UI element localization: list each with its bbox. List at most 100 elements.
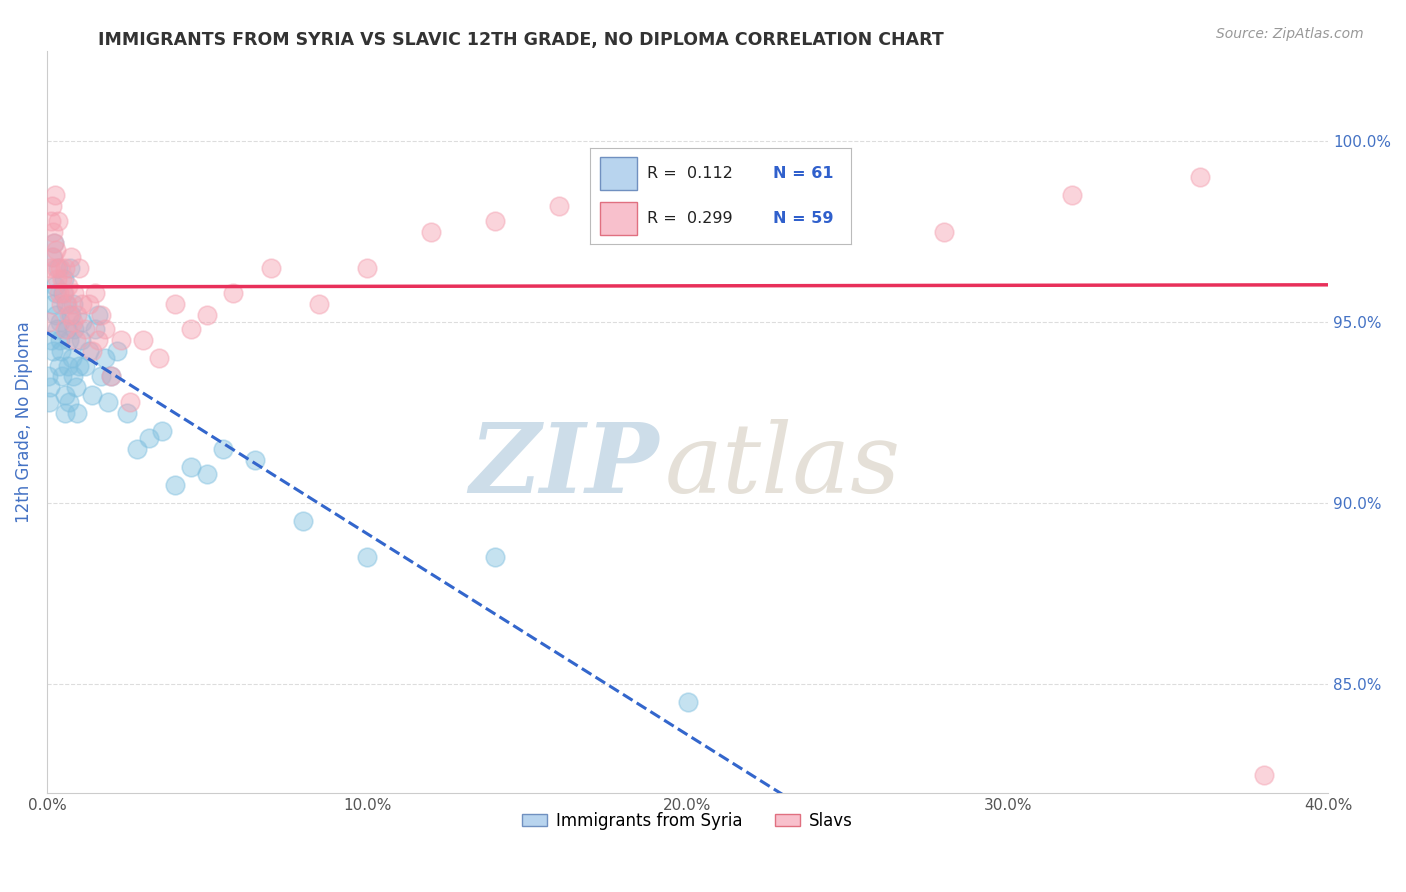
Point (804, 153, 827, 167)
Point (37, 369, 59, 384)
Point (356, 550, 378, 565)
Point (52, 286, 75, 301)
Point (55, 297, 77, 311)
Point (260, 260, 283, 275)
Point (80, 387, 103, 401)
Point (163, 297, 186, 311)
Point (42, 250, 65, 264)
Text: Source: ZipAtlas.com: Source: ZipAtlas.com (1216, 27, 1364, 41)
Point (195, 308, 218, 322)
Text: ZIP: ZIP (470, 419, 659, 513)
Point (84, 322, 107, 336)
Point (56, 359, 79, 373)
Point (46, 322, 69, 336)
Point (75, 322, 97, 336)
Point (548, 199, 571, 213)
Point (308, 297, 330, 311)
Point (150, 424, 173, 438)
Point (132, 333, 155, 347)
Point (41, 199, 63, 213)
Point (90, 308, 112, 322)
Point (77, 297, 100, 311)
Point (55, 406, 77, 420)
Point (58, 333, 80, 347)
Point (48, 359, 70, 373)
Point (42, 235, 65, 250)
Point (66, 308, 89, 322)
Point (195, 467, 218, 482)
Text: atlas: atlas (665, 419, 901, 513)
Point (87, 333, 110, 347)
Point (49, 315, 72, 329)
Point (120, 394, 142, 409)
Point (38, 315, 60, 329)
Point (60, 351, 83, 366)
Point (51, 344, 73, 359)
Point (100, 369, 122, 384)
Point (292, 514, 315, 528)
Text: R =  0.299: R = 0.299 (647, 211, 733, 226)
Point (48, 333, 70, 347)
Point (105, 344, 128, 359)
Point (52, 271, 75, 285)
Point (56, 279, 79, 293)
Point (42, 297, 65, 311)
Point (243, 452, 266, 467)
FancyBboxPatch shape (600, 202, 637, 235)
Point (38, 394, 60, 409)
Point (46, 260, 69, 275)
Point (44, 279, 66, 293)
Point (1188, 170, 1211, 185)
Text: IMMIGRANTS FROM SYRIA VS SLAVIC 12TH GRADE, NO DIPLOMA CORRELATION CHART: IMMIGRANTS FROM SYRIA VS SLAVIC 12TH GRA… (98, 31, 945, 49)
Point (612, 188, 634, 202)
Point (69, 333, 91, 347)
Point (52, 286, 75, 301)
Point (44, 188, 66, 202)
Point (180, 322, 202, 336)
Point (70, 315, 93, 329)
Point (1060, 188, 1083, 202)
Point (45, 286, 67, 301)
Point (39, 214, 62, 228)
Point (45, 260, 67, 275)
Point (93, 351, 115, 366)
Point (59, 308, 82, 322)
Point (55, 322, 77, 336)
Point (39, 260, 62, 275)
Point (63, 322, 86, 336)
Point (163, 478, 186, 492)
Point (59, 250, 82, 264)
Point (51, 271, 73, 285)
Point (212, 442, 235, 456)
Point (39, 333, 62, 347)
Legend: Immigrants from Syria, Slavs: Immigrants from Syria, Slavs (516, 805, 859, 837)
Point (75, 359, 97, 373)
Point (41, 344, 63, 359)
Point (63, 286, 86, 301)
Point (67, 359, 90, 373)
Point (1253, 767, 1275, 781)
Point (53, 260, 76, 275)
Point (80, 344, 103, 359)
Point (62, 297, 84, 311)
Point (39, 380, 62, 394)
Point (87, 308, 110, 322)
Point (58, 394, 80, 409)
Point (62, 315, 84, 329)
Point (49, 260, 72, 275)
Point (65, 333, 87, 347)
Point (77, 344, 100, 359)
Point (932, 225, 955, 239)
Point (180, 459, 202, 474)
Point (65, 380, 87, 394)
Point (55, 297, 77, 311)
Point (110, 333, 132, 347)
Point (53, 387, 76, 401)
Point (676, 163, 699, 178)
Point (45, 308, 67, 322)
Point (115, 406, 138, 420)
Point (84, 286, 107, 301)
Point (221, 286, 243, 301)
Point (58, 308, 80, 322)
Point (46, 271, 69, 285)
